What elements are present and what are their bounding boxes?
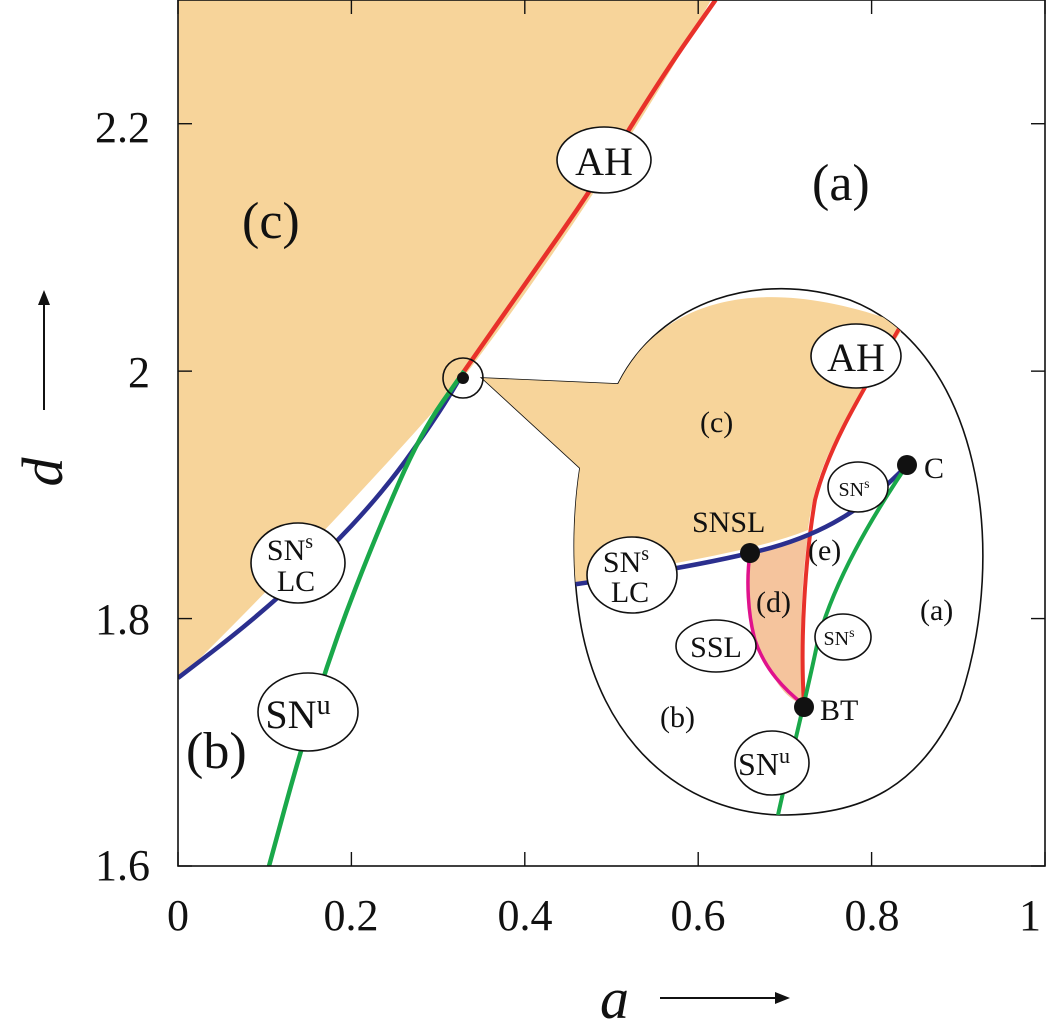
bt-point bbox=[794, 697, 814, 717]
x-tick-5: 1 bbox=[1019, 891, 1041, 940]
snsl-label: SNSL bbox=[692, 506, 765, 539]
snsl-point bbox=[740, 543, 760, 563]
inset-region-c: (c) bbox=[700, 406, 733, 439]
y-tick-labels: 1.6 1.8 2 2.2 bbox=[95, 103, 150, 890]
svg-text:SNu: SNu bbox=[265, 690, 330, 737]
inset-sn-lc-label: SNs LC bbox=[586, 536, 678, 614]
svg-text:SNs: SNs bbox=[267, 531, 313, 567]
c-point bbox=[897, 455, 917, 475]
x-tick-labels: 0 0.2 0.4 0.6 0.8 1 bbox=[167, 891, 1041, 940]
y-tick-1: 1.8 bbox=[95, 595, 150, 644]
inset-region-c-fill bbox=[482, 297, 905, 585]
inset-sns-top-main: SN bbox=[838, 479, 864, 501]
x-tick-2: 0.4 bbox=[498, 891, 553, 940]
svg-text:SNs: SNs bbox=[838, 477, 869, 501]
sn-lc-main: SN bbox=[267, 534, 305, 567]
inset-snu-label: SNu bbox=[734, 730, 810, 796]
svg-text:a: a bbox=[600, 966, 629, 1028]
inset-sn-lc-sup: s bbox=[641, 543, 649, 565]
svg-text:SSL: SSL bbox=[690, 631, 742, 664]
inset-sns-top-sup: s bbox=[864, 477, 869, 492]
inset-region-e: (e) bbox=[808, 534, 841, 567]
snu-main: SN bbox=[265, 692, 316, 737]
inset-region-b: (b) bbox=[660, 701, 695, 734]
svg-text:LC: LC bbox=[277, 565, 315, 598]
inset-region-d-fill bbox=[748, 535, 808, 705]
c-label: C bbox=[924, 452, 944, 485]
codim2-point bbox=[457, 372, 469, 384]
snu-label: SNu bbox=[257, 672, 359, 752]
series-line-0 bbox=[462, 0, 718, 373]
svg-text:SNu: SNu bbox=[738, 743, 790, 782]
svg-text:d: d bbox=[10, 457, 75, 487]
plot-frame bbox=[177, 0, 1046, 867]
region-label-b: (b) bbox=[186, 723, 247, 780]
ah-label: AH bbox=[556, 126, 652, 194]
y-tick-3: 2.2 bbox=[95, 103, 150, 152]
svg-text:LC: LC bbox=[611, 576, 649, 609]
region-label-a: (a) bbox=[812, 155, 870, 212]
svg-text:AH: AH bbox=[575, 139, 633, 184]
svg-text:AH: AH bbox=[827, 335, 885, 380]
svg-text:SNs: SNs bbox=[603, 543, 649, 579]
y-axis-label: d bbox=[10, 290, 75, 487]
series-line-2 bbox=[266, 369, 466, 866]
x-axis-label: a bbox=[600, 966, 790, 1028]
inset-sns-label-top: SNs bbox=[827, 461, 889, 513]
region-label-c: (c) bbox=[242, 193, 300, 250]
sn-lc-sup: s bbox=[305, 531, 313, 553]
inset-callout bbox=[479, 287, 984, 816]
bt-label: BT bbox=[820, 694, 858, 727]
y-tick-2: 2 bbox=[128, 348, 150, 397]
y-axis-arrow-icon bbox=[38, 290, 50, 305]
x-axis-arrow-icon bbox=[775, 992, 790, 1004]
inset-sns-bottom-main: SN bbox=[823, 628, 849, 650]
codim2-point-marker bbox=[442, 357, 484, 399]
svg-text:SNs: SNs bbox=[823, 626, 854, 650]
inset-region-d: (d) bbox=[756, 586, 791, 619]
x-tick-4: 0.8 bbox=[845, 891, 900, 940]
tick-marks bbox=[177, 0, 1046, 867]
snu-sup: u bbox=[317, 690, 331, 721]
inset-sn-lc-main: SN bbox=[603, 546, 641, 579]
inset-sns-label-bottom: SNs bbox=[814, 613, 872, 661]
inset-sns-bottom-sup: s bbox=[849, 626, 854, 641]
inset-ah-label: AH bbox=[810, 323, 902, 389]
inset-ssl-label: SSL bbox=[675, 619, 757, 673]
inset-snu-main: SN bbox=[738, 746, 779, 782]
inset-snu-sup: u bbox=[779, 743, 790, 768]
sn-lc-label: SNs LC bbox=[250, 522, 346, 604]
x-tick-0: 0 bbox=[167, 891, 189, 940]
x-tick-3: 0.6 bbox=[671, 891, 726, 940]
y-tick-0: 1.6 bbox=[95, 841, 150, 890]
inset-region-a: (a) bbox=[920, 594, 953, 627]
x-tick-1: 0.2 bbox=[324, 891, 379, 940]
